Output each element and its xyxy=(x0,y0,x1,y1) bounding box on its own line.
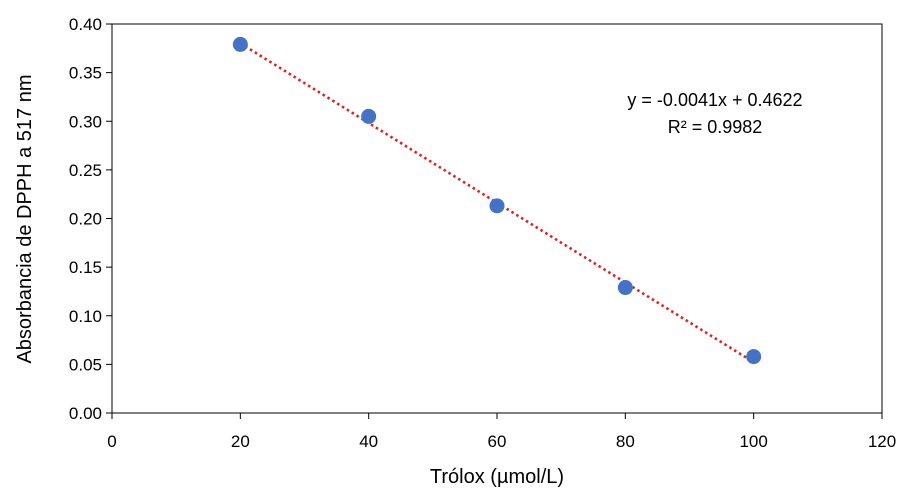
x-tick-label: 40 xyxy=(359,432,378,451)
y-tick-label: 0.35 xyxy=(69,64,102,83)
data-point xyxy=(232,36,248,52)
y-tick-label: 0.25 xyxy=(69,161,102,180)
data-points xyxy=(232,36,762,365)
r-squared-label: R² = 0.9982 xyxy=(668,117,763,137)
x-tick-label: 20 xyxy=(231,432,250,451)
x-tick-label: 60 xyxy=(488,432,507,451)
y-tick-label: 0.10 xyxy=(69,307,102,326)
x-tick-label: 80 xyxy=(616,432,635,451)
plot-area xyxy=(111,23,883,414)
x-axis-ticks: 0 20 40 60 80 100 120 xyxy=(107,413,896,451)
y-tick-label: 0.20 xyxy=(69,210,102,229)
x-tick-label: 120 xyxy=(868,432,896,451)
x-axis-title: Trólox (µmol/L) xyxy=(430,466,564,488)
data-point xyxy=(489,198,505,214)
plot-frame xyxy=(111,23,883,414)
y-tick-label: 0.00 xyxy=(69,404,102,423)
x-tick-label: 0 xyxy=(107,432,116,451)
y-tick-label: 0.15 xyxy=(69,258,102,277)
y-tick-label: 0.40 xyxy=(69,15,102,34)
y-axis-title: Absorbancia de DPPH a 517 nm xyxy=(14,74,36,363)
y-tick-label: 0.05 xyxy=(69,355,102,374)
y-tick-label: 0.30 xyxy=(69,112,102,131)
y-axis-ticks: 0.00 0.05 0.10 0.15 0.20 0.25 0.30 0.35 0.40 xyxy=(69,15,112,423)
data-point xyxy=(746,349,762,365)
data-point xyxy=(617,280,633,296)
trendline-equation: y = -0.0041x + 0.4622 xyxy=(627,90,802,110)
data-point xyxy=(361,108,377,124)
x-tick-label: 100 xyxy=(739,432,767,451)
